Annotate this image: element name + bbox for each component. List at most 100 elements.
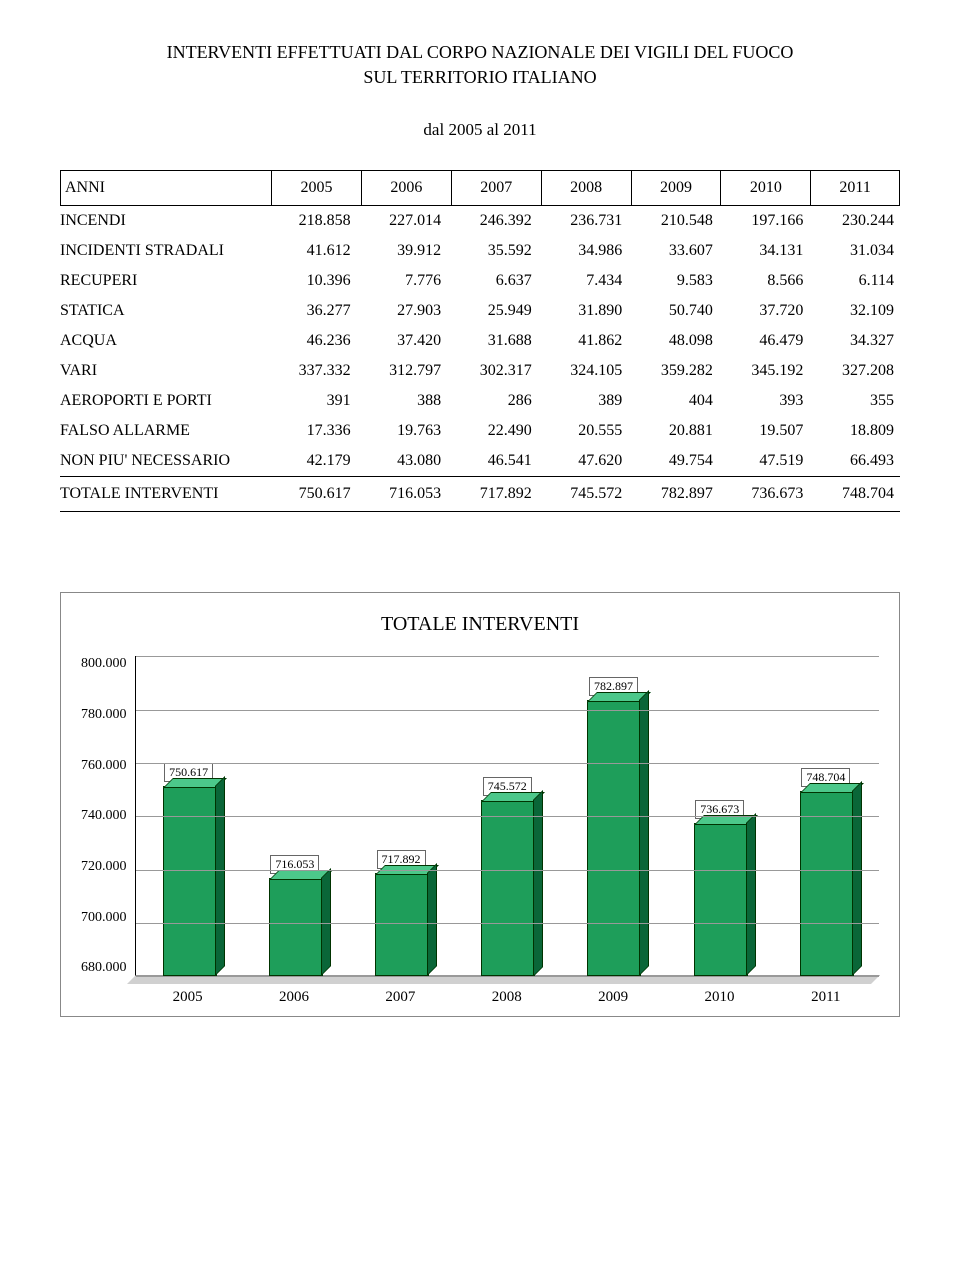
cell-value: 19.507	[719, 416, 810, 446]
data-table-header: ANNI2005200620072008200920102011	[60, 170, 900, 206]
cell-value: 33.607	[628, 236, 719, 266]
cell-value: 34.131	[719, 236, 810, 266]
data-table-totals: TOTALE INTERVENTI750.617716.053717.89274…	[60, 476, 900, 512]
cell-value: 286	[447, 386, 538, 416]
cell-value: 404	[628, 386, 719, 416]
cell-value: 389	[538, 386, 629, 416]
cell-value: 32.109	[809, 296, 900, 326]
table-header-year: 2009	[631, 171, 721, 206]
row-label: AEROPORTI E PORTI	[60, 386, 266, 416]
cell-value: 359.282	[628, 356, 719, 386]
cell-value: 197.166	[719, 206, 810, 236]
cell-value: 18.809	[809, 416, 900, 446]
gridline	[136, 763, 880, 764]
cell-value: 31.890	[538, 296, 629, 326]
total-label: TOTALE INTERVENTI	[60, 477, 266, 512]
table-row: INCENDI218.858227.014246.392236.731210.5…	[60, 206, 900, 236]
cell-value: 236.731	[538, 206, 629, 236]
cell-value: 35.592	[447, 236, 538, 266]
cell-value: 50.740	[628, 296, 719, 326]
y-tick: 740.000	[81, 808, 127, 824]
y-tick: 700.000	[81, 910, 127, 926]
cell-value: 27.903	[357, 296, 448, 326]
gridline	[136, 656, 880, 657]
cell-value: 31.688	[447, 326, 538, 356]
chart-area: 800.000780.000760.000740.000720.000700.0…	[81, 656, 879, 1006]
cell-value: 17.336	[266, 416, 357, 446]
bar	[800, 793, 852, 976]
x-tick: 2010	[666, 989, 772, 1006]
table-row: INCIDENTI STRADALI41.61239.91235.59234.9…	[60, 236, 900, 266]
cell-value: 31.034	[809, 236, 900, 266]
title-line2: SUL TERRITORIO ITALIANO	[363, 67, 596, 87]
cell-value: 324.105	[538, 356, 629, 386]
cell-value: 36.277	[266, 296, 357, 326]
cell-value: 337.332	[266, 356, 357, 386]
cell-value: 41.862	[538, 326, 629, 356]
cell-value: 7.776	[357, 266, 448, 296]
total-value: 717.892	[447, 477, 538, 512]
cell-value: 19.763	[357, 416, 448, 446]
cell-value: 48.098	[628, 326, 719, 356]
total-value: 736.673	[719, 477, 810, 512]
chart-x-axis: 2005200620072008200920102011	[135, 989, 880, 1006]
cell-value: 8.566	[719, 266, 810, 296]
cell-value: 22.490	[447, 416, 538, 446]
bar	[694, 825, 746, 976]
cell-value: 34.327	[809, 326, 900, 356]
table-row: RECUPERI10.3967.7766.6377.4349.5838.5666…	[60, 266, 900, 296]
cell-value: 41.612	[266, 236, 357, 266]
cell-value: 39.912	[357, 236, 448, 266]
cell-value: 345.192	[719, 356, 810, 386]
x-tick: 2009	[560, 989, 666, 1006]
row-label: ACQUA	[60, 326, 266, 356]
cell-value: 218.858	[266, 206, 357, 236]
cell-value: 227.014	[357, 206, 448, 236]
bar-slot: 717.892	[348, 875, 454, 976]
y-tick: 680.000	[81, 960, 127, 976]
row-label: INCIDENTI STRADALI	[60, 236, 266, 266]
cell-value: 391	[266, 386, 357, 416]
chart-container: TOTALE INTERVENTI 800.000780.000760.0007…	[60, 592, 900, 1017]
gridline	[136, 923, 880, 924]
table-header-year: 2007	[451, 171, 541, 206]
x-tick: 2008	[454, 989, 560, 1006]
table-header-year: 2008	[541, 171, 631, 206]
table-row: VARI337.332312.797302.317324.105359.2823…	[60, 356, 900, 386]
table-header-label: ANNI	[61, 171, 272, 206]
chart-plot: 750.617716.053717.892745.572782.897736.6…	[135, 656, 880, 977]
cell-value: 6.637	[447, 266, 538, 296]
cell-value: 302.317	[447, 356, 538, 386]
bar-slot: 716.053	[242, 880, 348, 976]
cell-value: 6.114	[809, 266, 900, 296]
page-title: INTERVENTI EFFETTUATI DAL CORPO NAZIONAL…	[60, 40, 900, 90]
table-row: ACQUA46.23637.42031.68841.86248.09846.47…	[60, 326, 900, 356]
cell-value: 327.208	[809, 356, 900, 386]
y-tick: 800.000	[81, 656, 127, 672]
total-value: 748.704	[809, 477, 900, 512]
table-header-year: 2005	[272, 171, 362, 206]
total-value: 782.897	[628, 477, 719, 512]
bar-slot: 748.704	[773, 793, 879, 976]
cell-value: 37.420	[357, 326, 448, 356]
table-row: AEROPORTI E PORTI391388286389404393355	[60, 386, 900, 416]
row-label: FALSO ALLARME	[60, 416, 266, 446]
x-tick: 2011	[773, 989, 879, 1006]
x-tick: 2006	[241, 989, 347, 1006]
bar-slot: 745.572	[454, 802, 560, 977]
cell-value: 47.620	[538, 446, 629, 476]
cell-value: 10.396	[266, 266, 357, 296]
gridline	[136, 870, 880, 871]
title-line1: INTERVENTI EFFETTUATI DAL CORPO NAZIONAL…	[167, 42, 794, 62]
cell-value: 246.392	[447, 206, 538, 236]
cell-value: 34.986	[538, 236, 629, 266]
y-tick: 720.000	[81, 859, 127, 875]
x-tick: 2007	[347, 989, 453, 1006]
data-table-body: INCENDI218.858227.014246.392236.731210.5…	[60, 206, 900, 476]
row-label: INCENDI	[60, 206, 266, 236]
cell-value: 46.236	[266, 326, 357, 356]
y-tick: 780.000	[81, 707, 127, 723]
row-label: NON PIU' NECESSARIO	[60, 446, 266, 476]
chart-y-axis: 800.000780.000760.000740.000720.000700.0…	[81, 656, 135, 976]
table-header-year: 2006	[361, 171, 451, 206]
